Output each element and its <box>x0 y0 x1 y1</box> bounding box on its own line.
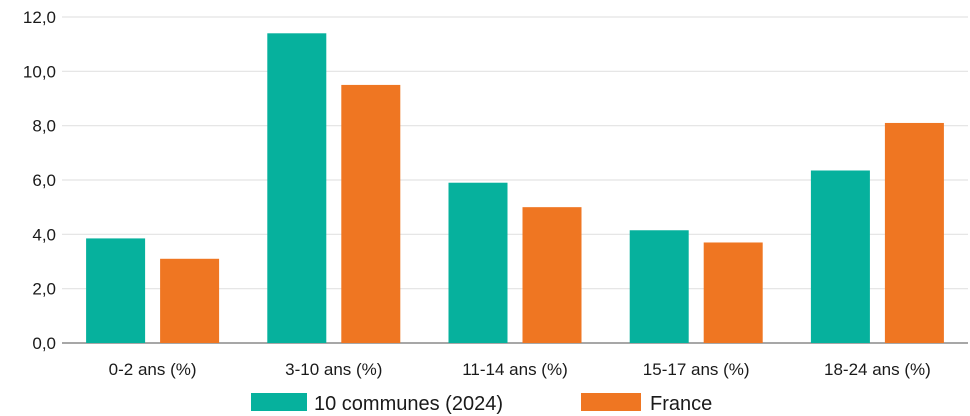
y-tick-label: 10,0 <box>23 62 56 81</box>
y-tick-label: 2,0 <box>32 280 56 299</box>
legend-label: 10 communes (2024) <box>314 393 503 415</box>
bar-series-2-2 <box>522 207 582 343</box>
bar-series-2-0 <box>160 258 220 343</box>
bar-series-2-3 <box>703 242 763 343</box>
y-tick-label: 8,0 <box>32 117 56 136</box>
bar-series-1-2 <box>448 182 508 343</box>
x-axis-ticks: 0-2 ans (%) 3-10 ans (%) 11-14 ans (%) 15-1… <box>109 360 931 379</box>
y-tick-label: 4,0 <box>32 225 56 244</box>
bar-series-1-3 <box>629 230 689 343</box>
x-tick-label: 11-14 ans (%) <box>462 360 568 379</box>
bar-series-1-4 <box>810 170 870 343</box>
bar-series-2-4 <box>884 122 944 343</box>
x-tick-label: 15-17 ans (%) <box>643 360 750 379</box>
y-axis-ticks: 0,0 2,0 4,0 6,0 8,0 10,0 12,0 <box>23 8 56 353</box>
x-tick-label: 3-10 ans (%) <box>285 360 382 379</box>
bars <box>86 33 944 344</box>
legend-swatch <box>581 393 641 411</box>
legend-swatch <box>251 393 307 411</box>
legend: 10 communes (2024) France <box>251 393 712 415</box>
y-tick-label: 6,0 <box>32 171 56 190</box>
legend-label: France <box>650 393 712 415</box>
y-tick-label: 12,0 <box>23 8 56 27</box>
x-tick-label: 18-24 ans (%) <box>824 360 931 379</box>
x-tick-label: 0-2 ans (%) <box>109 360 197 379</box>
y-tick-label: 0,0 <box>32 334 56 353</box>
bar-series-1-0 <box>86 238 146 343</box>
bar-series-2-1 <box>341 84 401 344</box>
bar-series-1-1 <box>267 33 327 344</box>
